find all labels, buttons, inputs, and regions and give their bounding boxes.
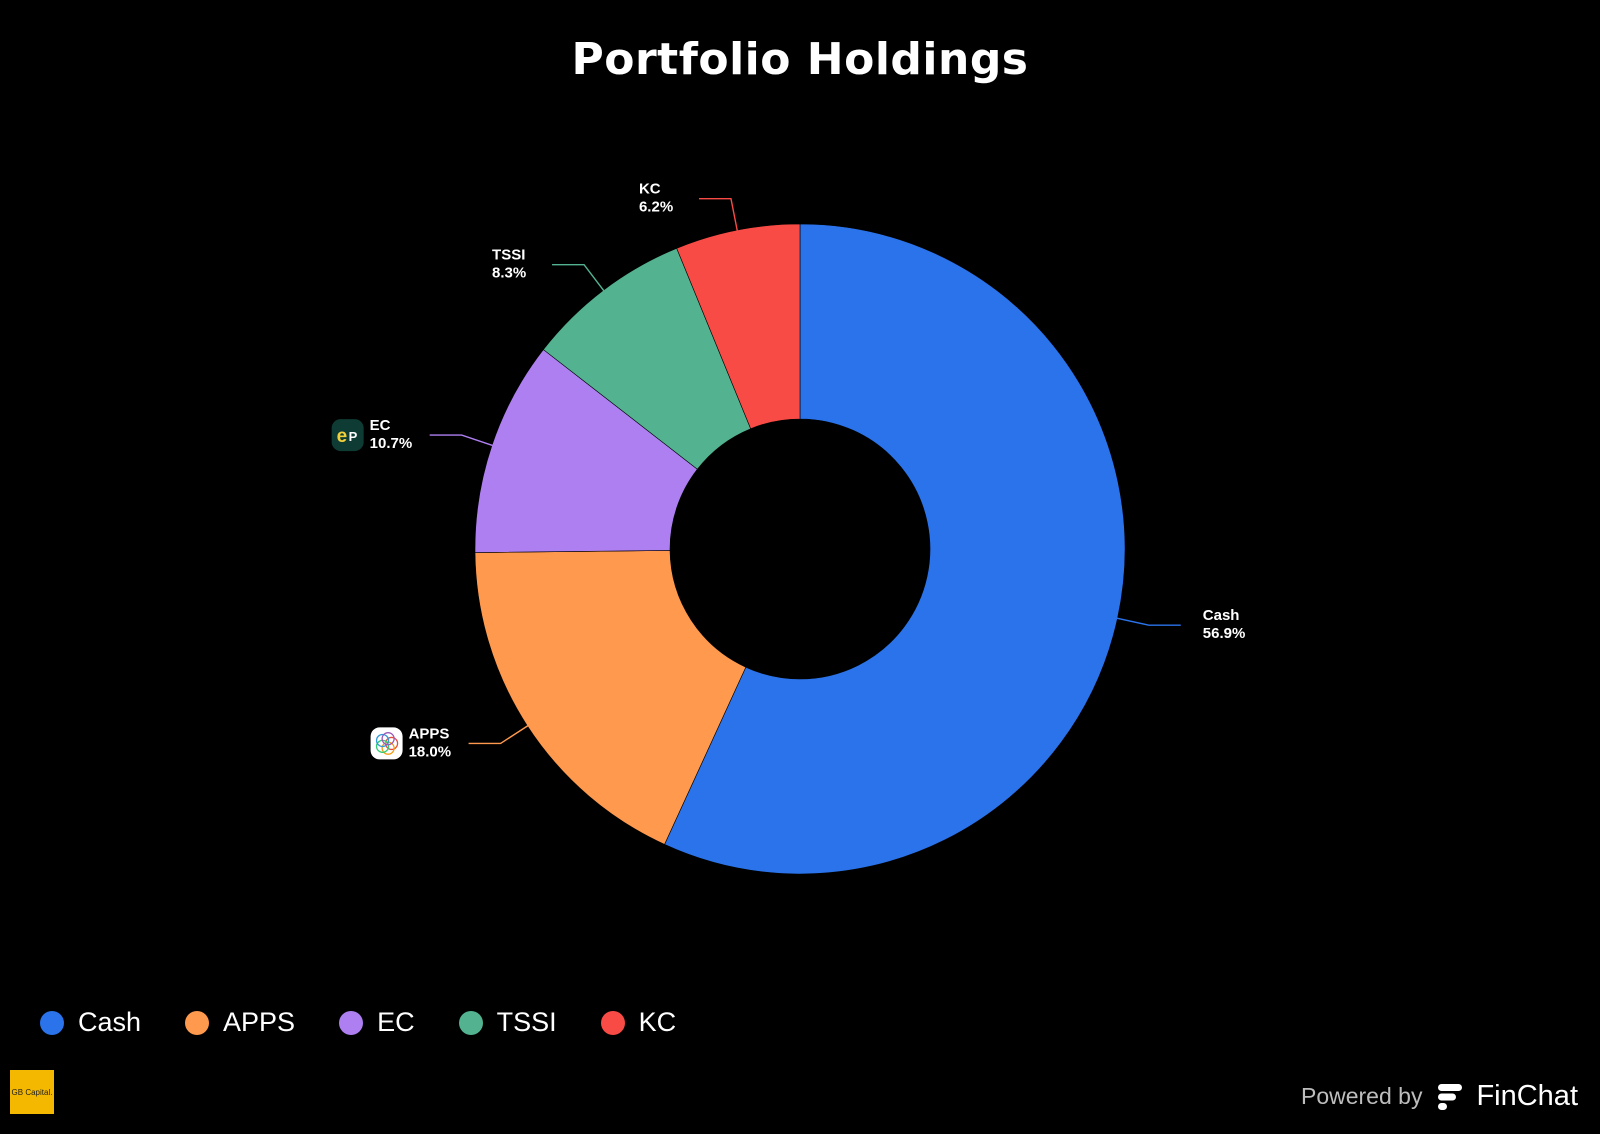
legend-label-tssi: TSSI xyxy=(496,1007,557,1037)
apps-logo-icon xyxy=(370,727,403,760)
svg-text:P: P xyxy=(349,429,358,444)
gb-capital-logo-text: GB Capital. xyxy=(11,1087,53,1097)
slice-kc[interactable] xyxy=(676,223,801,430)
legend-swatch-ec xyxy=(339,1010,364,1035)
slice-label-value-cash: 56.9% xyxy=(1203,625,1246,642)
leader-line-tssi xyxy=(552,264,608,296)
legend: Cash APPS EC TSSI KC xyxy=(40,1007,720,1038)
slice-label-name-cash: Cash xyxy=(1203,607,1240,624)
slice-label-name-kc: KC xyxy=(639,181,661,198)
finchat-logo-icon xyxy=(1438,1083,1463,1110)
legend-item-cash[interactable]: Cash xyxy=(40,1007,141,1038)
legend-swatch-kc xyxy=(600,1010,625,1035)
slice-label-value-tssi: 8.3% xyxy=(492,265,526,282)
chart-title: Portfolio Holdings xyxy=(571,34,1029,85)
powered-by-text: Powered by xyxy=(1300,1083,1423,1109)
slice-label-name-tssi: TSSI xyxy=(492,247,525,264)
legend-label-ec: EC xyxy=(377,1007,415,1037)
slice-apps[interactable] xyxy=(474,550,747,845)
legend-swatch-tssi xyxy=(458,1010,483,1035)
svg-text:e: e xyxy=(337,426,348,447)
legend-item-ec[interactable]: EC xyxy=(339,1007,415,1038)
legend-label-kc: KC xyxy=(638,1007,677,1037)
slice-label-name-ec: EC xyxy=(370,417,391,434)
slice-ec[interactable] xyxy=(474,349,698,553)
leader-line-ec xyxy=(429,434,498,448)
gb-capital-logo: GB Capital. xyxy=(10,1070,54,1114)
slice-label-value-kc: 6.2% xyxy=(639,199,673,216)
leader-line-apps xyxy=(468,722,533,745)
legend-item-apps[interactable]: APPS xyxy=(185,1007,295,1038)
powered-by-finchat[interactable]: Powered by FinChat xyxy=(1301,1080,1578,1113)
slice-label-name-apps: APPS xyxy=(409,725,450,742)
legend-item-kc[interactable]: KC xyxy=(600,1007,677,1038)
legend-item-tssi[interactable]: TSSI xyxy=(458,1007,557,1038)
leader-line-cash xyxy=(1111,616,1181,626)
legend-swatch-cash xyxy=(40,1010,64,1035)
legend-label-apps: APPS xyxy=(223,1007,296,1037)
legend-swatch-apps xyxy=(185,1010,210,1035)
slice-label-value-ec: 10.7% xyxy=(370,435,413,452)
finchat-brand-name: FinChat xyxy=(1476,1080,1578,1112)
slice-label-value-apps: 18.0% xyxy=(409,743,452,760)
legend-label-cash: Cash xyxy=(78,1007,142,1037)
leader-line-kc xyxy=(698,198,740,237)
slice-cash[interactable] xyxy=(664,223,1126,875)
